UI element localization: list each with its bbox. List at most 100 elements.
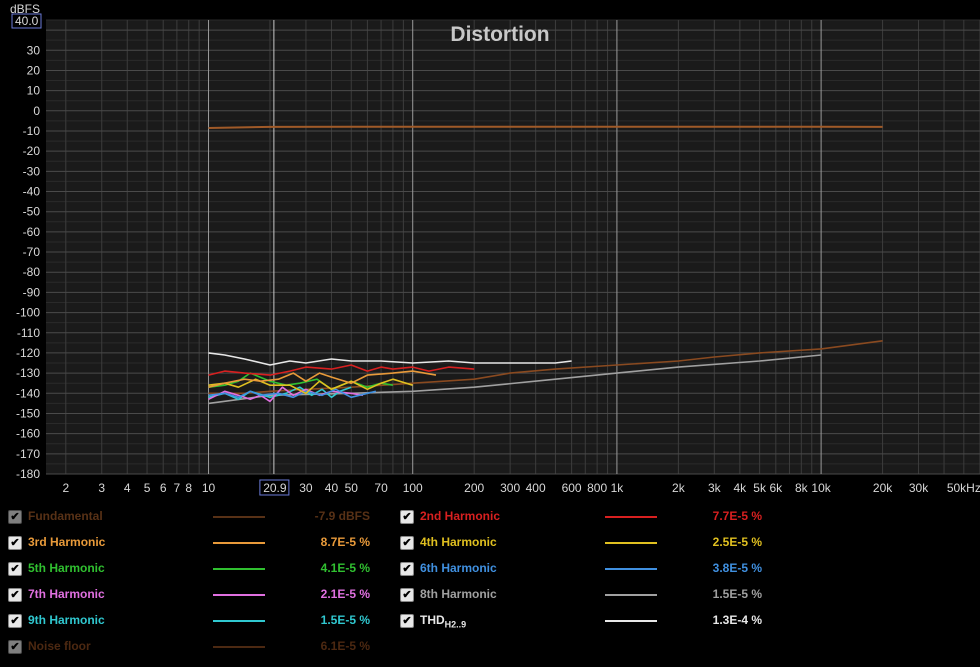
x-tick-label: 70 bbox=[374, 481, 388, 495]
y-top-value-box[interactable] bbox=[11, 13, 42, 29]
x-tick-label: 20k bbox=[873, 481, 893, 495]
legend-checkbox[interactable]: ✔ bbox=[400, 562, 414, 576]
legend-name: 3rd Harmonic bbox=[28, 535, 106, 549]
legend-checkbox[interactable]: ✔ bbox=[8, 562, 22, 576]
x-tick-label: 4k bbox=[734, 481, 748, 495]
y-tick-label: -10 bbox=[23, 124, 41, 138]
y-tick-label: -170 bbox=[16, 447, 40, 461]
legend-checkbox[interactable]: ✔ bbox=[8, 536, 22, 550]
legend-item-2nd-harmonic: ✔ 2nd Harmonic 7.7E-5 % bbox=[400, 506, 780, 532]
y-tick-label: -50 bbox=[23, 205, 41, 219]
plot-area bbox=[46, 20, 980, 474]
legend-value: 3.8E-5 % bbox=[712, 561, 762, 575]
grid-major bbox=[46, 20, 980, 475]
legend-checkbox[interactable]: ✔ bbox=[400, 510, 414, 524]
legend-item-8th-harmonic: ✔ 8th Harmonic 1.5E-5 % bbox=[400, 584, 780, 610]
y-tick-label: -130 bbox=[16, 366, 40, 380]
legend-name: 9th Harmonic bbox=[28, 613, 105, 627]
x-cursor-value: 20.9 bbox=[263, 481, 287, 495]
y-tick-label: -160 bbox=[16, 427, 40, 441]
y-tick-label: 10 bbox=[27, 84, 41, 98]
y-tick-label: -100 bbox=[16, 306, 40, 320]
legend-item-5th-harmonic: ✔ 5th Harmonic 4.1E-5 % bbox=[8, 558, 388, 584]
legend: ✔ Fundamental -7.9 dBFS ✔ 2nd Harmonic 7.7E-5… bbox=[0, 503, 980, 667]
legend-swatch bbox=[605, 620, 657, 622]
x-tick-label: 3 bbox=[98, 481, 105, 495]
legend-swatch bbox=[605, 516, 657, 518]
y-tick-label: -180 bbox=[16, 467, 40, 481]
legend-name: 6th Harmonic bbox=[420, 561, 497, 575]
legend-value: 1.5E-5 % bbox=[712, 587, 762, 601]
series-line-thd bbox=[208, 352, 572, 366]
x-tick-label: 6 bbox=[160, 481, 167, 495]
legend-swatch bbox=[605, 594, 657, 596]
legend-item-9th-harmonic: ✔ 9th Harmonic 1.5E-5 % bbox=[8, 610, 388, 636]
legend-checkbox[interactable]: ✔ bbox=[8, 510, 22, 524]
y-tick-label: -70 bbox=[23, 245, 41, 259]
x-tick-label: 100 bbox=[403, 481, 423, 495]
legend-value: -7.9 dBFS bbox=[314, 509, 370, 523]
legend-checkbox[interactable]: ✔ bbox=[400, 536, 414, 550]
legend-checkbox[interactable]: ✔ bbox=[400, 588, 414, 602]
x-tick-label: 200 bbox=[464, 481, 484, 495]
legend-value: 2.5E-5 % bbox=[712, 535, 762, 549]
legend-value: 1.3E-4 % bbox=[712, 613, 762, 627]
legend-checkbox[interactable]: ✔ bbox=[8, 588, 22, 602]
x-cursor-value-box[interactable] bbox=[259, 479, 290, 496]
y-top-value: 40.0 bbox=[15, 14, 39, 28]
x-tick-label: 50kHz bbox=[947, 481, 980, 495]
y-tick-label: -20 bbox=[23, 144, 41, 158]
legend-checkbox[interactable]: ✔ bbox=[8, 614, 22, 628]
x-tick-label: 10 bbox=[202, 481, 216, 495]
y-tick-label: -60 bbox=[23, 225, 41, 239]
legend-item-3rd-harmonic: ✔ 3rd Harmonic 8.7E-5 % bbox=[8, 532, 388, 558]
legend-checkbox[interactable]: ✔ bbox=[400, 614, 414, 628]
legend-swatch bbox=[213, 594, 265, 596]
legend-item-noise-floor: ✔ Noise floor 6.1E-5 % bbox=[8, 636, 388, 662]
x-tick-label: 8k bbox=[795, 481, 809, 495]
series-line-3rd-harmonic bbox=[208, 370, 437, 388]
x-tick-label: 2k bbox=[672, 481, 686, 495]
legend-swatch bbox=[213, 568, 265, 570]
chart-title: Distortion bbox=[450, 23, 549, 46]
x-tick-label: 5 bbox=[144, 481, 151, 495]
legend-swatch bbox=[213, 516, 265, 518]
series-line-4th-harmonic bbox=[208, 378, 413, 395]
y-tick-label: 30 bbox=[27, 43, 41, 57]
series-line-noise-floor bbox=[208, 340, 883, 395]
legend-item-7th-harmonic: ✔ 7th Harmonic 2.1E-5 % bbox=[8, 584, 388, 610]
x-tick-label: 8 bbox=[185, 481, 192, 495]
x-tick-label: 400 bbox=[526, 481, 546, 495]
y-tick-label: 0 bbox=[33, 104, 40, 118]
y-tick-label: -150 bbox=[16, 406, 40, 420]
y-tick-label: -80 bbox=[23, 265, 41, 279]
y-tick-label: 20 bbox=[27, 63, 41, 77]
legend-value: 7.7E-5 % bbox=[712, 509, 762, 523]
x-tick-label: 6k bbox=[769, 481, 783, 495]
y-tick-label: -140 bbox=[16, 386, 40, 400]
series-line-2nd-harmonic bbox=[208, 364, 475, 376]
x-tick-label: 300 bbox=[500, 481, 520, 495]
x-tick-label: 7 bbox=[174, 481, 181, 495]
x-tick-label: 40 bbox=[325, 481, 339, 495]
x-tick-label: 30k bbox=[909, 481, 929, 495]
y-tick-label: -90 bbox=[23, 285, 41, 299]
legend-value: 4.1E-5 % bbox=[320, 561, 370, 575]
x-tick-label: 30 bbox=[299, 481, 313, 495]
series-line-6th-harmonic bbox=[208, 388, 377, 399]
x-tick-label: 1k bbox=[611, 481, 625, 495]
series-line-fundamental bbox=[208, 125, 883, 129]
grid-minor bbox=[46, 19, 980, 474]
y-axis-labels: 30 20 10 0 -10 -20 -30 -40 -50 -60 -70 -80 -90 -100 -1… bbox=[16, 43, 40, 481]
legend-checkbox[interactable]: ✔ bbox=[8, 640, 22, 654]
legend-value: 2.1E-5 % bbox=[320, 587, 370, 601]
legend-value: 1.5E-5 % bbox=[320, 613, 370, 627]
legend-swatch bbox=[213, 542, 265, 544]
legend-swatch bbox=[213, 620, 265, 622]
legend-item-thd: ✔ THDH2..9 1.3E-4 % bbox=[400, 610, 780, 636]
series-layer bbox=[208, 125, 883, 405]
legend-name: Fundamental bbox=[28, 509, 103, 523]
x-axis-labels: 2 3 4 5 6 7 8 10 30 40 50 70 100 200 300 400 600 800 1k 2k 3… bbox=[62, 481, 980, 495]
legend-name: 2nd Harmonic bbox=[420, 509, 501, 523]
legend-swatch bbox=[605, 542, 657, 544]
